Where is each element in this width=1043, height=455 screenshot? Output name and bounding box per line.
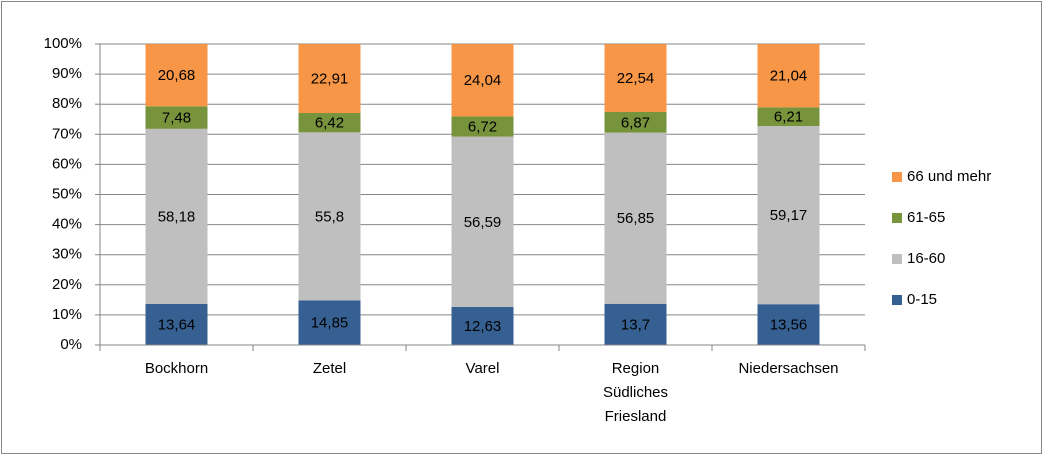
x-tick-label-box: Niedersachsen [712,357,865,381]
bar-segment [451,116,514,137]
data-label: 6,72 [468,119,497,136]
bar-segment [757,107,820,127]
bar-segment [604,111,667,133]
data-label: 59,17 [770,207,808,224]
data-label: 58,18 [158,208,196,225]
x-tick-label-box: Region Südliches Friesland [559,357,712,429]
x-tick-label: Region Südliches Friesland [602,360,669,425]
x-tick-label: Niedersachsen [738,360,839,377]
bar-segment [604,132,667,304]
y-tick-label: 90% [52,65,82,82]
y-tick-label: 20% [52,276,82,293]
bar-segment [145,128,208,304]
bar-segment [298,44,361,114]
data-label: 55,8 [315,208,344,225]
bar-segment [604,44,667,112]
y-tick-label: 80% [52,95,82,112]
bar-segment [145,303,208,345]
y-tick-label: 60% [52,155,82,172]
bar-segment [298,113,361,133]
bar-segment [145,106,208,129]
data-label: 12,63 [464,318,502,335]
data-label: 22,54 [617,70,655,87]
bar-segment [757,126,820,305]
bar-segment [451,306,514,345]
legend-swatch [892,213,902,223]
data-label: 7,48 [162,110,191,127]
x-tick-label-box: Bockhorn [100,357,253,381]
data-label: 56,59 [464,214,502,231]
x-tick-label: Varel [465,360,500,377]
data-label: 56,85 [617,210,655,227]
bar-segment [757,44,820,108]
legend-label: 16-60 [907,250,945,267]
data-label: 13,64 [158,316,196,333]
x-tick-label-box: Varel [406,357,559,381]
data-label: 22,91 [311,71,349,88]
data-label: 6,42 [315,115,344,132]
y-tick-label: 40% [52,216,82,233]
bar-segment [298,132,361,301]
y-tick-label: 30% [52,246,82,263]
y-tick-label: 50% [52,185,82,202]
bar-segment [145,44,208,107]
x-tick-label: Zetel [312,360,347,377]
data-label: 24,04 [464,72,502,89]
bar-segment [298,300,361,345]
data-label: 20,68 [158,67,196,84]
data-label: 14,85 [311,315,349,332]
data-label: 21,04 [770,68,808,85]
data-label: 6,87 [621,114,650,131]
data-label: 13,7 [621,316,650,333]
legend-label: 66 und mehr [907,168,991,185]
legend-swatch [892,172,902,182]
bar-segment [757,304,820,345]
legend-label: 0-15 [907,291,937,308]
bar-segment [451,136,514,307]
bar-segment [604,303,667,345]
bar-segment [451,44,514,117]
y-tick-label: 70% [52,125,82,142]
x-tick-label-box: Zetel [253,357,406,381]
x-tick-label: Bockhorn [144,360,209,377]
data-label: 13,56 [770,317,808,334]
y-tick-label: 10% [52,306,82,323]
y-tick-label: 0% [60,336,82,353]
legend-swatch [892,295,902,305]
data-label: 6,21 [774,109,803,126]
legend-label: 61-65 [907,209,945,226]
legend-swatch [892,254,902,264]
y-tick-label: 100% [44,35,82,52]
